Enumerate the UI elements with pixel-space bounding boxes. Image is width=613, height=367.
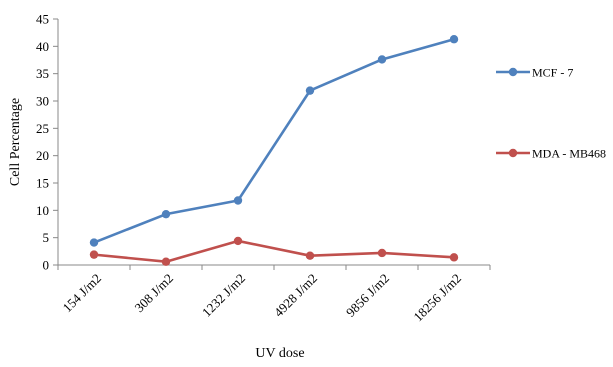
y-tick-label: 25 — [36, 121, 49, 136]
data-point — [305, 86, 315, 95]
y-tick-label: 30 — [36, 94, 49, 109]
y-axis: 0 5 10 15 20 25 30 35 40 45 — [36, 12, 59, 273]
y-tick-label: 45 — [36, 12, 49, 27]
data-point — [449, 35, 459, 44]
data-point — [449, 253, 459, 262]
y-tick-label: 5 — [43, 230, 50, 245]
data-point — [89, 250, 99, 259]
data-point — [305, 251, 315, 260]
data-point — [377, 55, 387, 64]
y-axis-title: Cell Percentage — [8, 98, 23, 186]
y-tick-label: 40 — [36, 39, 49, 54]
series-line-1 — [93, 37, 455, 244]
series-line-2 — [93, 239, 455, 264]
x-axis-title: UV dose — [255, 346, 304, 361]
legend-label-1: MCF - 7 — [532, 66, 573, 80]
data-point — [233, 196, 243, 205]
legend: MCF - 7 MDA - MB468 — [496, 66, 606, 161]
data-point — [161, 257, 171, 266]
data-point — [161, 209, 171, 219]
y-tick-label: 15 — [36, 176, 49, 191]
y-tick-label: 35 — [36, 66, 49, 81]
legend-marker-2 — [508, 148, 518, 158]
data-point — [233, 236, 243, 246]
x-tick-label: 18256 J/m2 — [410, 271, 464, 325]
x-tick-label: 9856 J/m2 — [343, 271, 392, 320]
y-tick-label: 0 — [43, 258, 50, 273]
x-tick-label: 308 J/m2 — [132, 271, 177, 316]
series-group — [89, 35, 459, 266]
x-axis: 154 J/m2 308 J/m2 1232 J/m2 4928 J/m2 9856 J… — [57, 264, 491, 325]
x-tick-label: 154 J/m2 — [60, 271, 105, 316]
legend-label-2: MDA - MB468 — [532, 147, 606, 161]
data-point — [89, 238, 99, 247]
x-tick-label: 1232 J/m2 — [199, 271, 248, 320]
x-tick-label: 4928 J/m2 — [271, 271, 320, 320]
legend-marker-1 — [508, 67, 518, 77]
data-point — [377, 248, 387, 258]
y-tick-label: 20 — [36, 148, 49, 163]
y-tick-label: 10 — [36, 203, 49, 218]
